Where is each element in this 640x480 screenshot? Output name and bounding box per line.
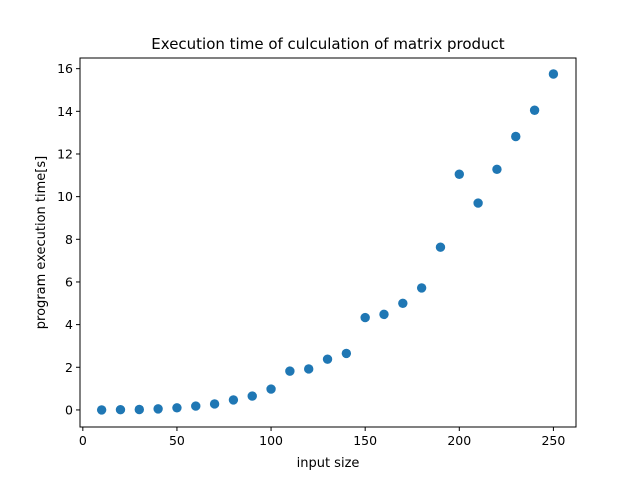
data-point <box>360 312 370 323</box>
data-point <box>266 384 276 394</box>
y-tick-label: 6 <box>65 274 73 289</box>
data-point <box>416 283 427 293</box>
x-tick-label: 200 <box>447 433 471 448</box>
y-tick-label: 2 <box>65 360 73 375</box>
data-point <box>191 401 201 411</box>
data-point <box>473 198 483 208</box>
x-tick-label: 100 <box>259 433 283 448</box>
data-point <box>492 164 502 175</box>
data-point <box>529 105 540 115</box>
data-points <box>96 69 559 415</box>
data-point <box>153 404 163 414</box>
data-point <box>285 366 295 376</box>
data-point <box>115 405 126 415</box>
y-tick-label: 14 <box>57 104 73 119</box>
data-point <box>209 399 220 409</box>
y-tick-label: 16 <box>57 61 73 76</box>
x-axis-label: input size <box>297 456 360 471</box>
data-point <box>96 405 107 415</box>
data-point <box>454 169 464 179</box>
y-tick-label: 10 <box>57 189 73 204</box>
y-tick-label: 8 <box>65 232 73 247</box>
data-point <box>435 242 446 252</box>
x-tick-label: 150 <box>353 433 377 448</box>
data-point <box>134 404 144 415</box>
data-point <box>304 364 314 374</box>
plot-area-frame <box>79 57 577 428</box>
data-point <box>322 354 333 364</box>
data-point <box>511 131 521 142</box>
y-tick-label: 4 <box>65 317 73 332</box>
y-axis: 0 2 4 6 8 10 12 14 16 <box>57 61 80 417</box>
data-point <box>341 348 352 359</box>
x-tick-label: 250 <box>541 433 565 448</box>
data-point <box>379 309 389 320</box>
data-point <box>247 391 257 401</box>
data-point <box>548 69 559 79</box>
y-tick-label: 12 <box>57 146 73 161</box>
x-tick-label: 50 <box>169 433 185 448</box>
y-tick-label: 0 <box>65 402 73 417</box>
x-tick-label: 0 <box>79 433 87 448</box>
x-axis: 0 50 100 150 200 250 <box>79 427 565 448</box>
chart-title: Execution time of culculation of matrix … <box>151 35 504 53</box>
data-point <box>398 298 408 308</box>
y-axis-label: program execution time[s] <box>34 156 49 329</box>
data-point <box>172 403 182 413</box>
data-point <box>228 395 239 405</box>
